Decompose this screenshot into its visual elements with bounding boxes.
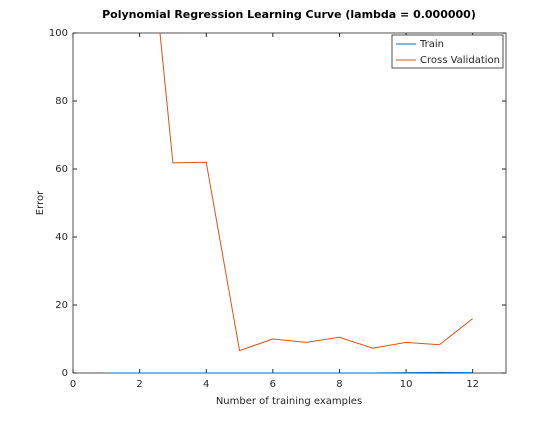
y-axis-label: Error [35,190,46,215]
legend-box [391,34,504,69]
y-tick-label: 60 [55,164,68,175]
series-line [159,33,474,352]
x-axis-label: Number of training examples [216,396,362,407]
x-tick-label: 10 [400,379,413,390]
legend-label: Cross Validation [420,55,500,66]
x-tick-label: 0 [70,379,76,390]
x-tick-label: 4 [203,379,209,390]
series-line [106,371,473,373]
y-tick-label: 40 [55,232,68,243]
x-tick-label: 8 [336,379,342,390]
plot-area [72,32,507,374]
y-tick-label: 100 [49,28,68,39]
x-tick-label: 6 [270,379,276,390]
y-tick-label: 0 [62,368,68,379]
x-tick-label: 12 [466,379,479,390]
y-tick-label: 80 [55,96,68,107]
x-tick-label: 2 [136,379,142,390]
chart-title: Polynomial Regression Learning Curve (la… [102,8,476,21]
plot-lines [106,33,474,373]
y-tick-label: 20 [55,300,68,311]
legend-label: Train [419,39,444,50]
